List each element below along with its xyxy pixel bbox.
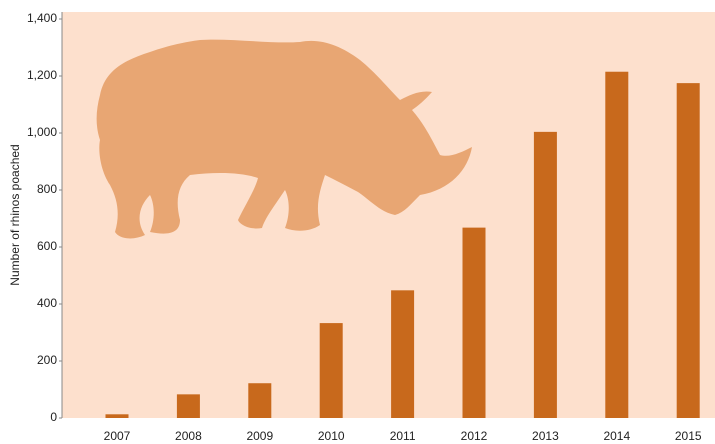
bar	[248, 383, 271, 418]
bar	[605, 72, 628, 418]
x-tick-label: 2012	[461, 429, 488, 443]
x-tick-label: 2013	[532, 429, 559, 443]
y-tick-label: 0	[50, 410, 57, 424]
y-tick-label: 600	[37, 239, 57, 253]
bar	[320, 323, 343, 418]
y-tick-label: 1,400	[27, 11, 57, 25]
bar	[463, 228, 486, 418]
x-tick-label: 2010	[318, 429, 345, 443]
bar	[106, 414, 129, 418]
x-tick-label: 2008	[175, 429, 202, 443]
x-tick-label: 2015	[675, 429, 702, 443]
bar	[177, 394, 200, 418]
chart: Number of rhinos poached 0 200 400 600 800 1,…	[0, 0, 715, 444]
y-tick-label: 400	[37, 296, 57, 310]
x-tick-label: 2009	[246, 429, 273, 443]
bar	[391, 290, 414, 418]
y-tick-label: 800	[37, 182, 57, 196]
y-tick-label: 1,200	[27, 68, 57, 82]
y-tick-label: 200	[37, 353, 57, 367]
bar	[534, 132, 557, 418]
x-tick-label: 2007	[104, 429, 131, 443]
x-tick-label: 2011	[390, 429, 416, 443]
bar	[677, 83, 700, 418]
y-axis-label: Number of rhinos poached	[8, 144, 22, 285]
y-tick-label: 1,000	[27, 125, 57, 139]
x-tick-label: 2014	[603, 429, 630, 443]
